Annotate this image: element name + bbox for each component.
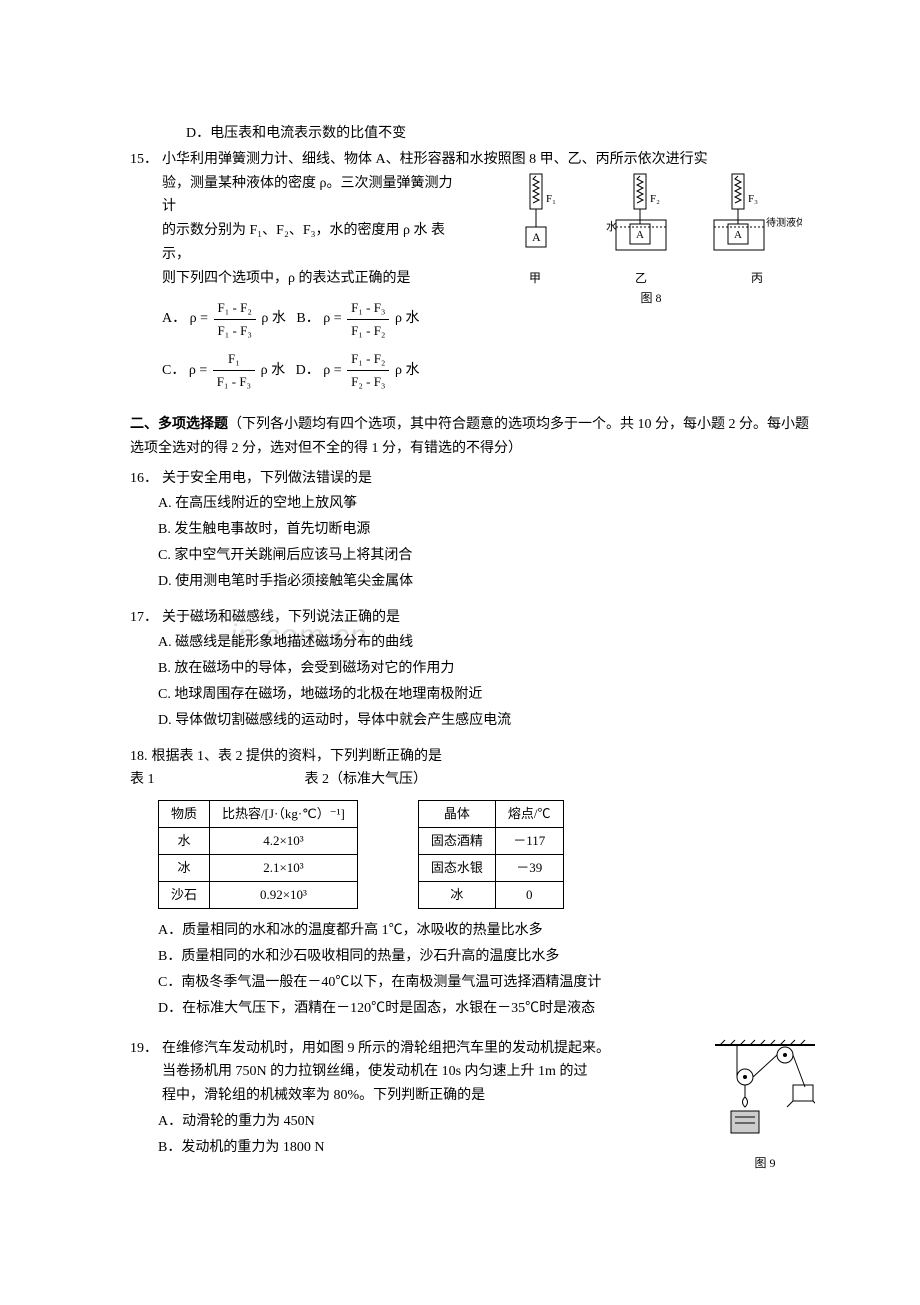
q17-option-d: D. 导体做切割磁感线的运动时，导体中就会产生感应电流 [130,709,820,733]
table-2-caption: 表 2（标准大气压） [305,768,428,792]
q17-option-c: C. 地球周围存在磁场，地磁场的北极在地理南极附近 [130,683,820,707]
q16-number: 16． [130,467,158,491]
q15-number: 15． [130,148,158,399]
table-1: 物质比热容/[J·（kg·℃）⁻¹] 水4.2×10³ 冰2.1×10³ 沙石0… [158,800,358,909]
q17-option-a: A. 磁感线是能形象地描述磁场分布的曲线 [130,631,820,655]
q18-number: 18. [130,745,148,769]
q18-option-a: A．质量相同的水和冰的温度都升高 1℃，冰吸收的热量比水多 [130,919,820,943]
question-16: 16． 关于安全用电，下列做法错误的是 A. 在高压线附近的空地上放风筝 B. … [130,467,820,594]
q19-stem-2: 当卷扬机用 750N 的力拉钢丝绳，使发动机在 10s 内匀速上升 1m 的过 [162,1060,710,1084]
svg-text:F₂: F₂ [650,193,660,205]
svg-text:F₁: F₁ [546,193,556,205]
q15-option-b: B． ρ = F₁ - F₃F₁ - F₂ ρ 水 [296,311,419,326]
spring-diagram-yi: A F₂ 水 [606,172,676,262]
q17-stem: 关于磁场和磁感线，下列说法正确的是 [162,606,820,630]
q15-option-d: D． ρ = F₁ - F₂F₂ - F₃ ρ 水 [296,363,420,378]
q19-stem-3: 程中，滑轮组的机械效率为 80%。下列判断正确的是 [162,1084,710,1108]
q16-option-c: C. 家中空气开关跳闸后应该马上将其闭合 [130,544,820,568]
section-2-heading: 二、多项选择题（下列各小题均有四个选项，其中符合题意的选项均多于一个。共 10 … [130,413,820,461]
svg-text:F₃: F₃ [748,193,758,205]
q16-option-a: A. 在高压线附近的空地上放风筝 [130,492,820,516]
section-2-desc: （下列各小题均有四个选项，其中符合题意的选项均多于一个。共 10 分，每小题 2… [130,417,809,456]
figure-9-caption: 图 9 [710,1153,820,1173]
spring-diagram-jia: A F₁ [508,172,563,262]
q17-option-b: B. 放在磁场中的导体，会受到磁场对它的作用力 [130,657,820,681]
table-1-caption: 表 1 [130,768,155,792]
q15-stem-3: 的示数分别为 F₁、F₂、F₃，水的密度用 ρ 水 表示， [162,219,462,267]
svg-text:A: A [636,229,644,241]
q18-stem: 根据表 1、表 2 提供的资料，下列判断正确的是 [152,745,821,769]
q16-option-b: B. 发生触电事故时，首先切断电源 [130,518,820,542]
q14-option-d: D．电压表和电流表示数的比值不变 [130,122,820,146]
svg-text:A: A [532,230,541,244]
q15-option-c: C． ρ = F₁F₁ - F₃ ρ 水 [162,363,289,378]
figure-9: 图 9 [710,1037,820,1174]
section-2-title: 二、多项选择题 [130,417,228,432]
question-18: 18. 根据表 1、表 2 提供的资料，下列判断正确的是 表 1 表 2（标准大… [130,745,820,1021]
figure-8-caption: 图 8 [482,288,820,308]
q19-option-b: B．发动机的重力为 1800 N [130,1136,710,1160]
figure-8: A F₁ 甲 [462,172,820,399]
q16-option-d: D. 使用测电笔时手指必须接触笔尖金属体 [130,570,820,594]
svg-text:水: 水 [606,220,617,233]
q18-option-d: D．在标准大气压下，酒精在－120℃时是固态，水银在－35℃时是液态 [130,997,820,1021]
q19-stem-1: 在维修汽车发动机时，用如图 9 所示的滑轮组把汽车里的发动机提起来。 [162,1037,710,1061]
q18-option-c: C．南极冬季气温一般在－40℃以下，在南极测量气温可选择酒精温度计 [130,971,820,995]
svg-text:待测液体: 待测液体 [766,216,802,229]
question-19: 19． 在维修汽车发动机时，用如图 9 所示的滑轮组把汽车里的发动机提起来。 当… [130,1037,820,1174]
q18-option-b: B．质量相同的水和沙石吸收相同的热量，沙石升高的温度比水多 [130,945,820,969]
q17-number: 17． [130,606,158,630]
q15-stem-4: 则下列四个选项中，ρ 的表达式正确的是 [162,267,462,291]
q15-stem-1: 小华利用弹簧测力计、细线、物体 A、柱形容器和水按照图 8 甲、乙、丙所示依次进… [162,148,820,172]
q19-number: 19． [130,1037,158,1108]
q15-option-a: A． ρ = F₁ - F₂F₁ - F₃ ρ 水 [162,311,289,326]
question-15: 15． 小华利用弹簧测力计、细线、物体 A、柱形容器和水按照图 8 甲、乙、丙所… [130,148,820,399]
svg-text:A: A [734,229,742,241]
pulley-diagram [715,1037,815,1147]
table-2: 晶体熔点/℃ 固态酒精－117 固态水银－39 冰0 [418,800,564,909]
q15-stem-2: 验，测量某种液体的密度 ρ。三次测量弹簧测力计 [162,172,462,220]
spring-diagram-bing: A F₃ 待测液体 [712,172,802,262]
q16-stem: 关于安全用电，下列做法错误的是 [162,467,820,491]
q19-option-a: A．动滑轮的重力为 450N [130,1110,710,1134]
question-17: 17． 关于磁场和磁感线，下列说法正确的是 A. 磁感线是能形象地描述磁场分布的… [130,606,820,733]
